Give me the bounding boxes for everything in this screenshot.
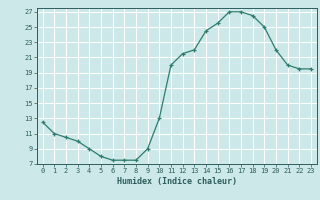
X-axis label: Humidex (Indice chaleur): Humidex (Indice chaleur): [117, 177, 237, 186]
